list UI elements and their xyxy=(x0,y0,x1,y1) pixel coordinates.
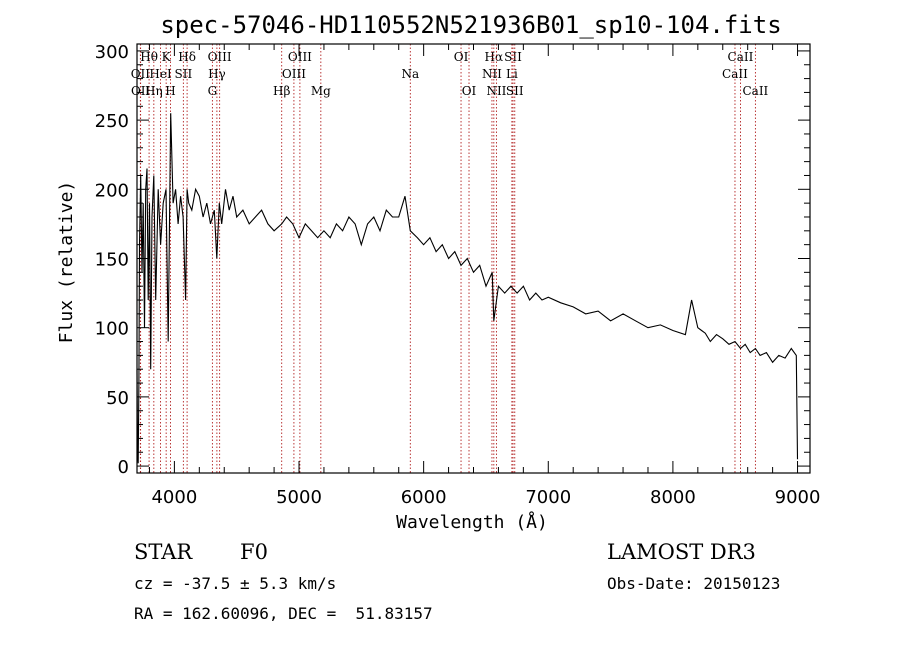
line-label: CaII xyxy=(722,67,748,81)
x-tick-label: 8000 xyxy=(650,487,696,508)
survey-name: LAMOST DR3 xyxy=(607,540,756,564)
spectrum-line xyxy=(136,113,799,464)
line-label: OIII xyxy=(288,50,312,64)
line-label: NII xyxy=(482,67,502,81)
plot-frame xyxy=(136,43,811,474)
y-tick-label: 50 xyxy=(106,388,129,409)
y-tick-label: 0 xyxy=(118,457,129,478)
x-tick-label: 5000 xyxy=(276,487,322,508)
y-tick-label: 300 xyxy=(95,42,129,63)
line-label: Hη xyxy=(145,84,163,98)
line-label: OIII xyxy=(208,50,232,64)
spectrum-series xyxy=(136,113,799,464)
line-label: G xyxy=(208,84,218,98)
line-label: Hδ xyxy=(178,50,196,64)
x-tick-label: 6000 xyxy=(401,487,447,508)
line-label: H xyxy=(165,84,175,98)
line-label: Li xyxy=(506,67,518,81)
line-label: Hβ xyxy=(273,84,290,98)
chart-title: spec-57046-HD110552N521936B01_sp10-104.f… xyxy=(160,11,781,39)
x-tick-label: 9000 xyxy=(775,487,821,508)
spectral-subclass: F0 xyxy=(240,540,268,564)
line-label: CaII xyxy=(728,50,754,64)
line-label: K xyxy=(162,50,172,64)
line-label: Hγ xyxy=(208,67,226,81)
line-label: Hθ xyxy=(140,50,158,64)
line-label: CaII xyxy=(742,84,768,98)
line-label: SII xyxy=(504,50,522,64)
x-axis-label: Wavelength (Å) xyxy=(396,511,548,533)
y-axis-label: Flux (relative) xyxy=(56,181,77,344)
observation-date: Obs-Date: 20150123 xyxy=(607,574,781,593)
line-label: Hα xyxy=(485,50,504,64)
line-label: OI xyxy=(454,50,469,64)
y-tick-label: 250 xyxy=(95,111,129,132)
line-label: OIII xyxy=(282,67,306,81)
object-class: STAR xyxy=(134,540,193,564)
line-label: Na xyxy=(401,67,419,81)
x-tick-label: 7000 xyxy=(525,487,571,508)
redshift-text: cz = -37.5 ± 5.3 km/s xyxy=(134,574,337,593)
line-label: OI xyxy=(462,84,477,98)
y-tick-label: 100 xyxy=(95,319,129,340)
line-label: HeI xyxy=(149,67,172,81)
line-label: SII xyxy=(175,67,193,81)
y-tick-label: 150 xyxy=(95,250,129,271)
x-tick-label: 4000 xyxy=(151,487,197,508)
y-tick-label: 200 xyxy=(95,180,129,201)
line-label: OII xyxy=(131,67,151,81)
axis-ticks: 4000 5000 6000 7000 8000 9000 0 50 100 150 200 250 3… xyxy=(95,42,821,508)
line-label: NII xyxy=(486,84,506,98)
line-label: Mg xyxy=(311,84,331,98)
coordinates: RA = 162.60096, DEC = 51.83157 xyxy=(134,604,433,623)
line-label: SII xyxy=(506,84,524,98)
line-label: OII xyxy=(131,84,151,98)
